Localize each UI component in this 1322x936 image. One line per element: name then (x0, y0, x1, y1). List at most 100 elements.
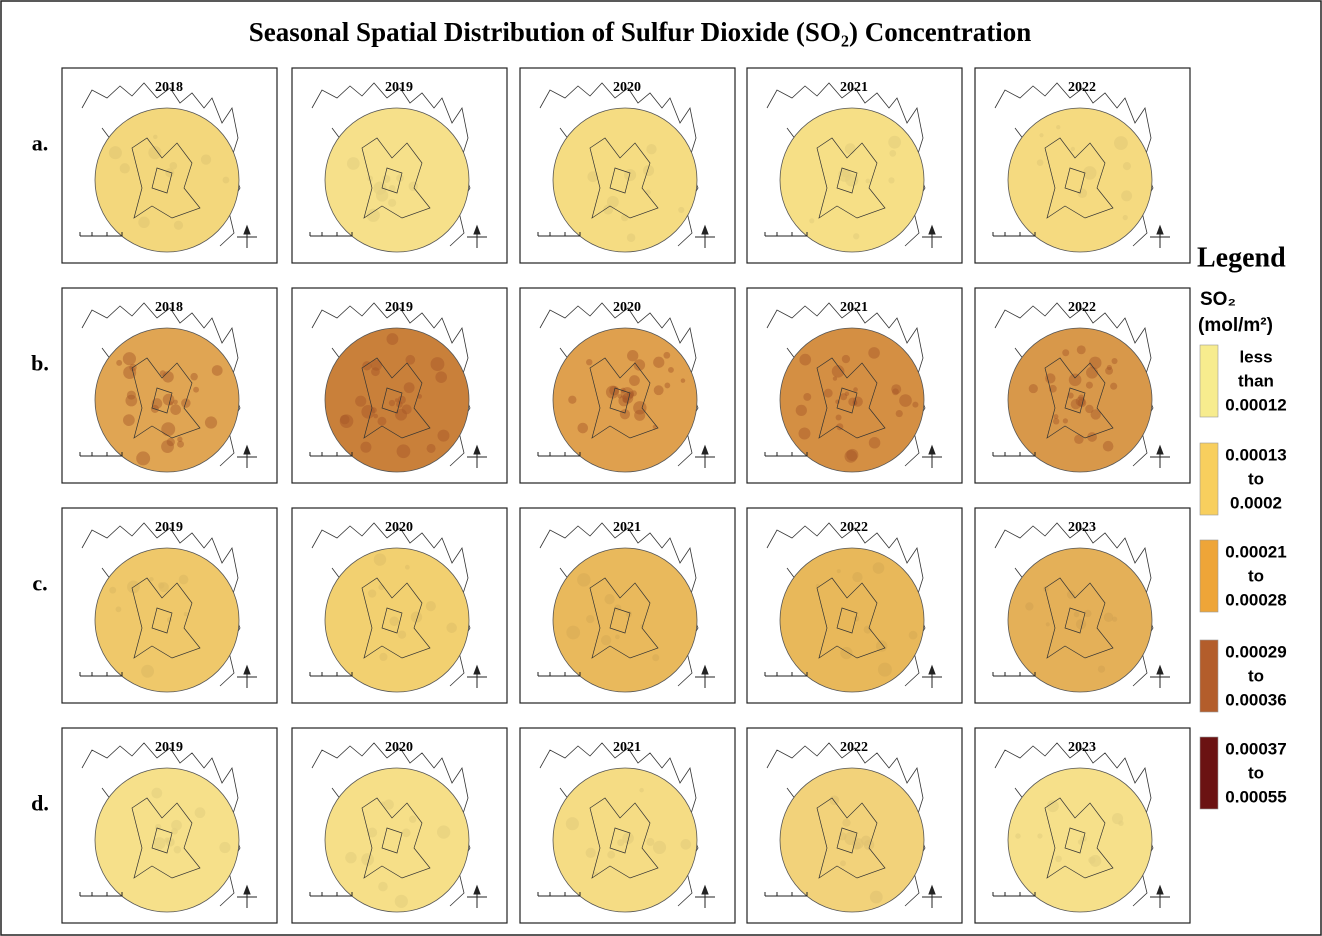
panel-year: 2019 (155, 740, 183, 755)
coastline-inner (1044, 357, 1114, 439)
map-panel: 2019 (61, 507, 278, 704)
concentration-spot (200, 154, 212, 165)
north-arrow (695, 664, 715, 688)
concentration-spot (626, 233, 636, 242)
concentration-spot (178, 574, 189, 585)
concentration-spot (629, 375, 640, 386)
map-panel: 2018 (61, 287, 278, 484)
concentration-spot (875, 640, 888, 652)
concentration-spot (1025, 602, 1034, 611)
concentration-spot (798, 427, 811, 440)
concentration-spot (633, 401, 647, 415)
concentration-area (552, 547, 698, 693)
coastline-inner (361, 797, 431, 879)
legend-swatch (1199, 344, 1219, 418)
concentration-spot (394, 894, 408, 908)
concentration-spot (1106, 364, 1112, 371)
map-panel: 2020 (519, 67, 736, 264)
scale-bar (79, 672, 123, 677)
concentration-spot (126, 390, 136, 400)
coastline-inner (816, 137, 886, 219)
concentration-spot (183, 611, 188, 617)
concentration-spot (446, 622, 457, 634)
concentration-spot (888, 177, 895, 184)
scale-bar (309, 232, 353, 237)
concentration-spot (1039, 133, 1044, 138)
concentration-spot (1090, 409, 1101, 420)
concentration-spot (624, 168, 637, 182)
concentration-spot (425, 601, 436, 612)
legend-label: than (1238, 371, 1274, 390)
concentration-spot (845, 173, 859, 187)
coastline-inner (361, 357, 431, 439)
legend-swatch (1199, 639, 1219, 713)
concentration-spot (401, 828, 411, 838)
concentration-spot (809, 218, 815, 224)
concentration-spot (627, 350, 639, 362)
legend-unit: (mol/m²) (1198, 315, 1273, 336)
concentration-spot (370, 359, 383, 371)
concentration-spot (912, 401, 919, 408)
concentration-spot (1045, 622, 1050, 627)
map-panel: 2019 (291, 287, 508, 484)
concentration-spot (586, 358, 593, 366)
legend-label: to (1248, 666, 1264, 685)
concentration-spot (604, 594, 615, 605)
map-panel: 2019 (291, 67, 508, 264)
coastline-inner (589, 577, 659, 659)
north-arrow (1150, 224, 1170, 248)
concentration-spot (1076, 345, 1086, 355)
concentration-spot (396, 174, 404, 182)
legend-label: 0.00028 (1225, 590, 1286, 609)
north-arrow (237, 884, 257, 908)
concentration-spot (435, 371, 448, 383)
concentration-spot (1036, 159, 1044, 166)
concentration-spot (386, 333, 399, 345)
concentration-spot (404, 564, 410, 570)
concentration-spot (389, 616, 400, 627)
concentration-spot (1118, 820, 1124, 826)
concentration-spot (643, 165, 655, 177)
concentration-spot (123, 414, 135, 427)
concentration-spot (652, 840, 667, 855)
concentration-spot (872, 562, 885, 574)
concentration-spot (680, 378, 686, 383)
panel-year: 2019 (385, 80, 413, 95)
concentration-spot (211, 365, 223, 376)
concentration-spot (170, 404, 182, 416)
coastline-inner (131, 577, 201, 659)
concentration-spot (123, 366, 137, 380)
map-panel: 2021 (746, 67, 963, 264)
map-panel: 2020 (291, 507, 508, 704)
coastline-inner (1044, 797, 1114, 879)
concentration-spot (396, 444, 411, 459)
figure-title: Seasonal Spatial Distribution of Sulfur … (249, 17, 1031, 47)
concentration-spot (600, 635, 612, 646)
coastline-inner (361, 137, 431, 219)
concentration-spot (565, 817, 579, 831)
concentration-spot (1110, 382, 1118, 390)
concentration-spot (1085, 404, 1094, 414)
concentration-spot (109, 586, 117, 594)
concentration-spot (367, 827, 378, 838)
concentration-area (324, 767, 470, 913)
concentration-area (1007, 107, 1153, 253)
panel-year: 2020 (385, 520, 413, 535)
concentration-spot (122, 352, 136, 366)
concentration-spot (141, 664, 155, 678)
concentration-spot (888, 135, 902, 149)
map-panel: 2021 (746, 287, 963, 484)
concentration-spot (360, 441, 372, 453)
concentration-spot (1122, 214, 1128, 221)
map-panel: 2022 (746, 727, 963, 924)
scale-bar (309, 672, 353, 677)
concentration-spot (1045, 373, 1056, 384)
map-panel: 2023 (974, 507, 1191, 704)
concentration-spot (646, 143, 657, 155)
concentration-spot (1122, 162, 1132, 171)
concentration-spot (108, 146, 122, 160)
north-arrow (467, 884, 487, 908)
panel-year: 2022 (1068, 300, 1096, 315)
concentration-spot (161, 422, 176, 437)
concentration-spot (577, 422, 589, 434)
